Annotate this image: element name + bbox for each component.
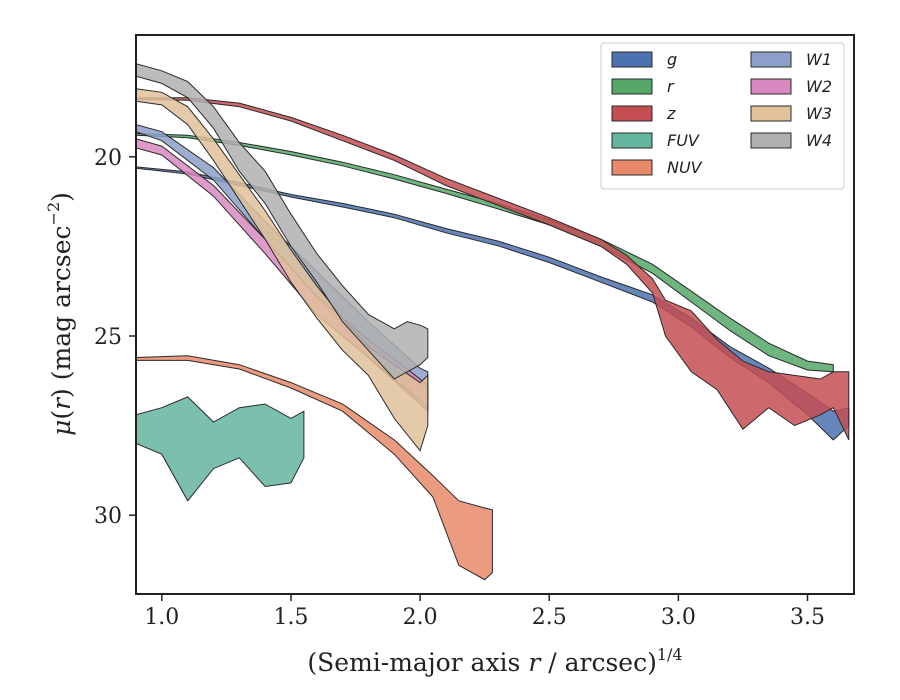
- band-z: [136, 97, 850, 441]
- legend-label-w3: W3: [806, 104, 832, 123]
- x-tick-label: 1.5: [273, 605, 308, 630]
- x-tick-label: 1.0: [144, 605, 179, 630]
- legend-swatch-r: [611, 78, 653, 95]
- x-tick-label: 3.5: [790, 605, 825, 630]
- band-nuv: [136, 355, 493, 581]
- band-fuv: [136, 396, 305, 502]
- legend-swatch-g: [611, 51, 653, 68]
- legend-swatch-w2: [750, 78, 792, 95]
- legend-label-z: z: [666, 104, 676, 123]
- legend-swatch-w3: [750, 105, 792, 122]
- y-tick-label: 25: [94, 325, 122, 350]
- legend-label-g: g: [667, 50, 677, 69]
- legend-label-nuv: NUV: [667, 158, 703, 177]
- x-tick-label: 3.0: [661, 605, 696, 630]
- legend-swatch-w1: [750, 51, 792, 68]
- legend-label-fuv: FUV: [667, 131, 700, 150]
- legend-swatch-z: [611, 105, 653, 122]
- legend-swatch-fuv: [611, 132, 653, 149]
- legend: grz FUV NUV W1 W2 W3 W4: [600, 42, 845, 190]
- legend-label-r: r: [667, 77, 675, 96]
- x-tick-label: 2.0: [403, 605, 438, 630]
- x-tick-label: 2.5: [532, 605, 567, 630]
- profile-bands: [136, 63, 850, 581]
- legend-label-w4: W4: [806, 131, 832, 150]
- y-axis-ticks: 20 25 30: [94, 146, 136, 529]
- legend-swatch-nuv: [611, 159, 653, 176]
- plot-frame: [135, 34, 855, 595]
- band-w3: [136, 88, 429, 452]
- y-tick-label: 30: [94, 504, 122, 529]
- legend-swatch-w4: [750, 132, 792, 149]
- y-axis-label: μ(r) (mag arcsec−2): [44, 192, 76, 436]
- y-tick-label: 20: [94, 146, 122, 171]
- x-axis-label: (Semi-major axis r / arcsec)1/4: [307, 645, 682, 677]
- legend-label-w1: W1: [806, 50, 832, 69]
- band-w4: [136, 63, 429, 380]
- x-axis-ticks: 1.0 1.5 2.0 2.5 3.0 3.5: [144, 594, 825, 630]
- legend-label-w2: W2: [806, 77, 832, 96]
